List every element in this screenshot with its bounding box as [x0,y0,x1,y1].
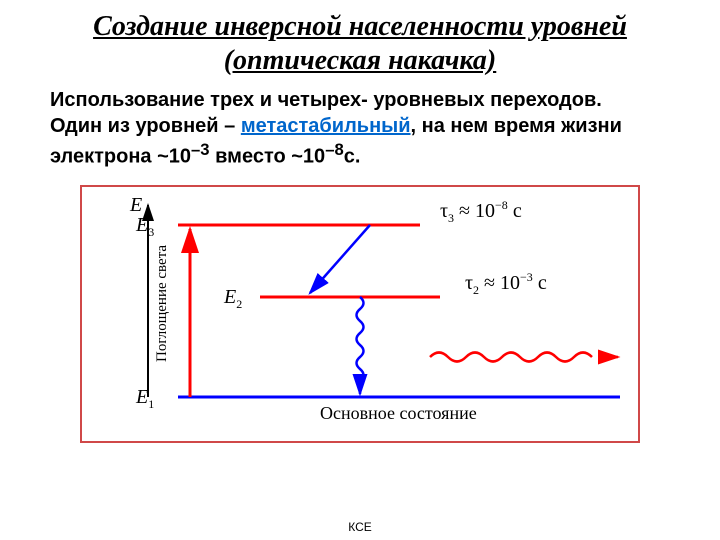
body-line2d: с. [344,146,361,168]
svg-text:E2: E2 [223,286,242,311]
exp1: –3 [191,140,210,159]
svg-text:Поглощение света: Поглощение света [154,244,170,361]
body-line2c: вместо ~10 [210,146,326,168]
body-line1: Использование трех и четырех- уровневых … [50,89,602,111]
body-line2a: Один из уровней – [50,115,241,137]
svg-text:E1: E1 [135,386,154,411]
page-title: Создание инверсной населенности уровней … [0,0,720,79]
svg-text:E3: E3 [135,214,154,239]
footer-label: КСЕ [0,520,720,534]
diagram-svg: EПоглощение светаE3E2E1Основное состояни… [90,197,630,427]
exp2: –8 [325,140,344,159]
body-text: Использование трех и четырех- уровневых … [0,79,720,180]
svg-text:Основное состояние: Основное состояние [320,403,477,423]
svg-text:τ2 ≈ 10−3 с: τ2 ≈ 10−3 с [465,270,547,297]
energy-diagram: EПоглощение светаE3E2E1Основное состояни… [80,185,640,443]
svg-text:τ3 ≈ 10−8 с: τ3 ≈ 10−8 с [440,198,522,225]
metastable-word: метастабильный [241,115,411,137]
